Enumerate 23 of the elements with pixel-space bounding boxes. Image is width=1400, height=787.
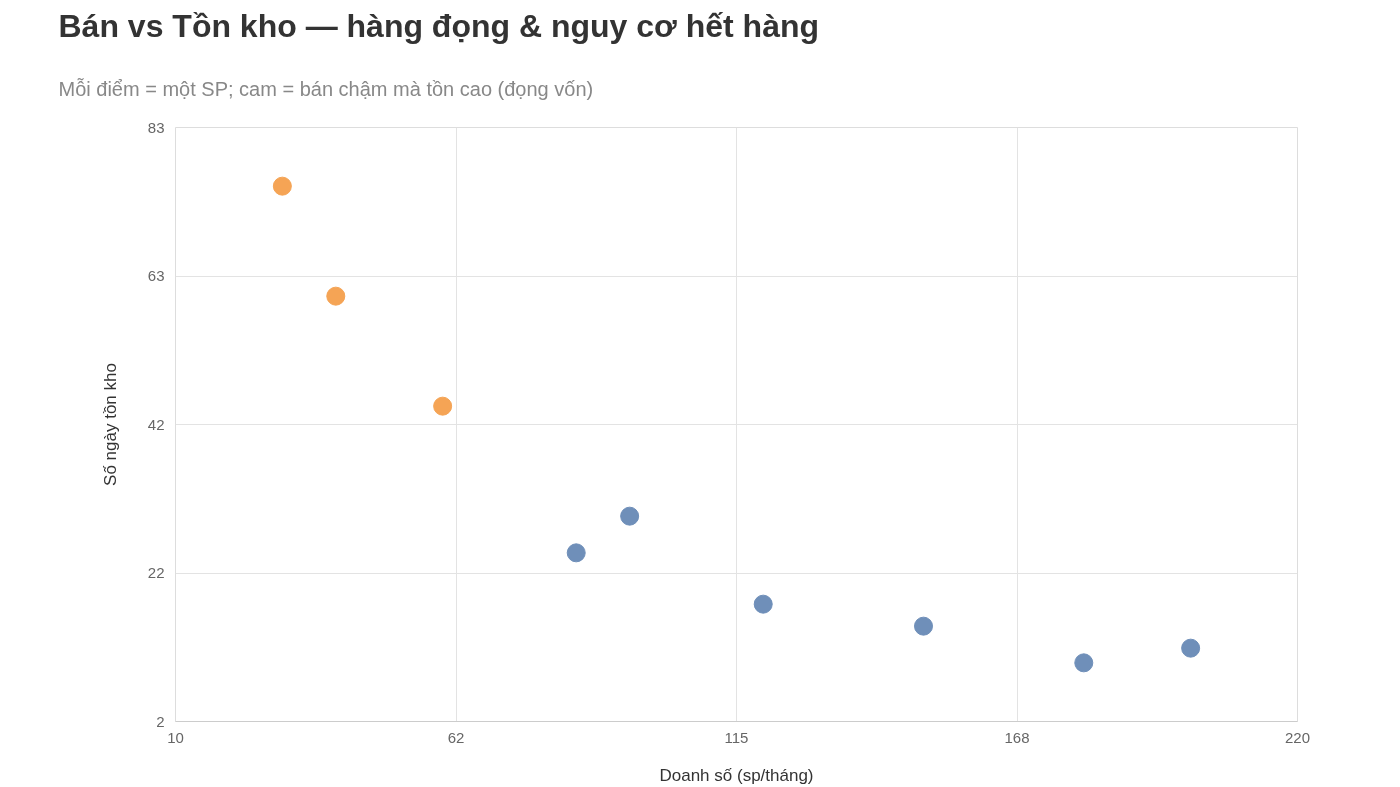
- x-tick-label: 220: [1284, 728, 1311, 746]
- x-tick-label: 168: [1004, 728, 1030, 746]
- x-tick-label: 10: [167, 728, 184, 746]
- x-axis-title: Doanh số (sp/tháng): [659, 765, 814, 785]
- y-axis-title: Số ngày tồn kho: [100, 363, 120, 486]
- point: [620, 506, 640, 526]
- point: [1074, 653, 1094, 673]
- y-tick-label: 63: [147, 267, 165, 284]
- point: [914, 616, 933, 636]
- point: [433, 396, 453, 416]
- point: [753, 594, 773, 614]
- chart-title: Bán vs Tồn kho — hàng đọng & nguy cơ hết hàng: [58, 7, 820, 44]
- y-tick-label: 2: [156, 712, 165, 730]
- x-tick-label: 62: [447, 728, 465, 746]
- point: [1181, 638, 1201, 658]
- point: [326, 286, 346, 306]
- y-tick-label: 22: [147, 564, 165, 581]
- point: [566, 543, 586, 563]
- chart-subtitle: Mỗi điểm = một SP; cam = bán chậm mà tồn cao (đọng vốn): [58, 78, 594, 100]
- y-tick-label: 83: [147, 118, 165, 136]
- point: [272, 176, 292, 196]
- y-tick-label: 42: [147, 415, 165, 433]
- x-tick-label: 115: [724, 728, 749, 746]
